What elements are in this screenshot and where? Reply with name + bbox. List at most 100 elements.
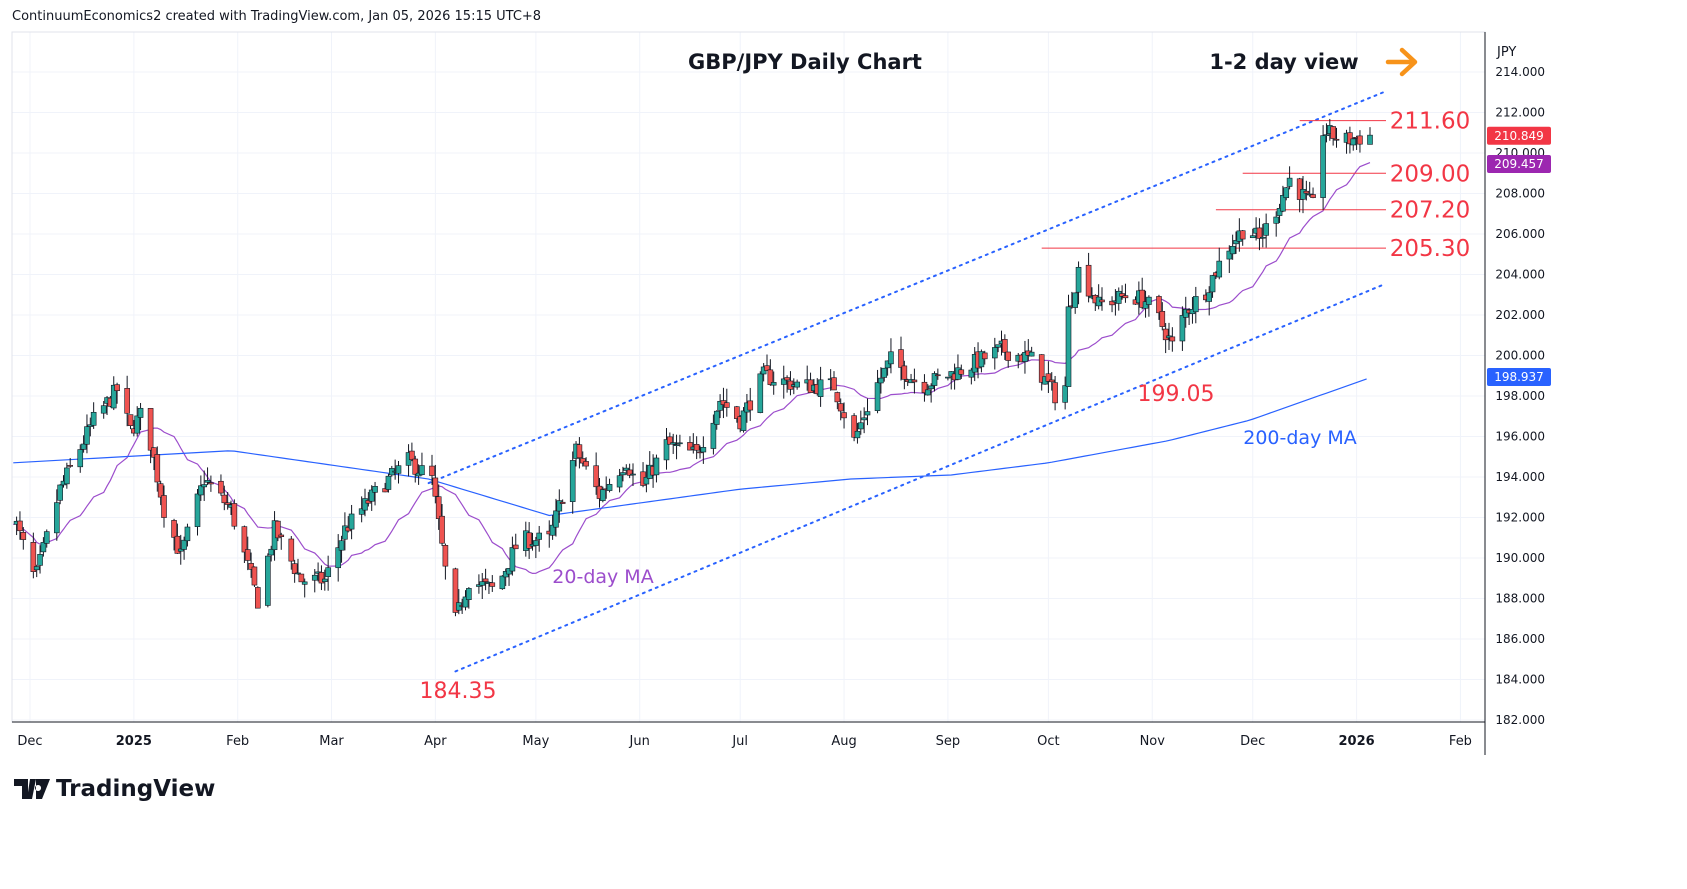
price-badge bbox=[1487, 368, 1551, 387]
level-label: 209.00 bbox=[1390, 161, 1470, 187]
candle-body bbox=[569, 460, 576, 502]
candle-body bbox=[1263, 223, 1269, 236]
candle-body bbox=[244, 549, 251, 561]
price-badge-label: 209.457 bbox=[1494, 157, 1544, 171]
candle-body bbox=[110, 384, 117, 409]
candle-body bbox=[67, 465, 73, 467]
candle-body bbox=[1002, 339, 1008, 353]
candle-body bbox=[1286, 177, 1293, 187]
candle-body bbox=[710, 422, 717, 449]
candle-body bbox=[981, 352, 988, 360]
candle-body bbox=[874, 382, 881, 411]
candle-body bbox=[549, 524, 556, 536]
candle-body bbox=[643, 476, 650, 485]
candle-body bbox=[362, 498, 368, 511]
candle-body bbox=[20, 532, 27, 540]
level-label: 205.30 bbox=[1390, 236, 1470, 262]
price-tick-label: 184.000 bbox=[1495, 673, 1545, 687]
price-tick-label: 192.000 bbox=[1495, 511, 1545, 525]
chart-credit: ContinuumEconomics2 created with Trading… bbox=[12, 9, 542, 24]
arrow-right-icon bbox=[1385, 47, 1418, 77]
brand-name: TradingView bbox=[56, 776, 216, 802]
candle-body bbox=[100, 405, 107, 414]
tradingview-logo[interactable]: TradingView bbox=[14, 776, 215, 802]
candle-body bbox=[509, 547, 516, 572]
candle-body bbox=[137, 407, 144, 418]
time-tick-label: Feb bbox=[226, 734, 249, 749]
time-tick-label: Sep bbox=[936, 734, 961, 749]
candle-body bbox=[1193, 296, 1199, 313]
candle-body bbox=[1367, 134, 1373, 145]
level-label: 207.20 bbox=[1390, 198, 1470, 224]
candle-body bbox=[911, 379, 918, 383]
time-tick-label: Feb bbox=[1449, 734, 1472, 749]
channel-upper-line bbox=[427, 91, 1385, 485]
price-tick-label: 206.000 bbox=[1495, 227, 1545, 241]
candle-body bbox=[1216, 260, 1223, 278]
candle-body bbox=[764, 365, 770, 371]
candle-body bbox=[1169, 336, 1176, 342]
candle-body bbox=[991, 347, 998, 359]
candle-body bbox=[385, 475, 392, 490]
time-tick-label: May bbox=[522, 734, 549, 749]
candle-body bbox=[231, 503, 238, 527]
candle-body bbox=[171, 520, 177, 538]
chart-subtitle: 1-2 day view bbox=[1209, 50, 1358, 74]
candle-body bbox=[127, 414, 134, 426]
candle-body bbox=[154, 454, 161, 483]
time-tick-label: Apr bbox=[424, 734, 447, 749]
time-tick-label: Aug bbox=[831, 734, 856, 749]
candle-body bbox=[204, 480, 211, 483]
price-tick-label: 212.000 bbox=[1495, 106, 1545, 120]
candle-body bbox=[723, 402, 730, 408]
candle-body bbox=[30, 542, 37, 572]
candle-body bbox=[579, 458, 586, 464]
candle-body bbox=[147, 408, 154, 451]
candle-body bbox=[935, 374, 941, 377]
candle-body bbox=[452, 568, 459, 613]
time-tick-label: Nov bbox=[1140, 734, 1166, 749]
candle-body bbox=[466, 588, 472, 601]
candle-body bbox=[251, 566, 258, 586]
candle-body bbox=[780, 378, 787, 385]
candle-body bbox=[1115, 290, 1122, 304]
candle-body bbox=[275, 520, 281, 539]
candle-body bbox=[365, 500, 372, 504]
candle-body bbox=[861, 417, 867, 421]
candle-body bbox=[1038, 354, 1045, 383]
price-badge bbox=[1487, 154, 1551, 173]
candle-body bbox=[1119, 293, 1125, 297]
tradingview-logo-icon bbox=[14, 779, 50, 799]
candle-body bbox=[429, 465, 435, 476]
candle-body bbox=[623, 467, 630, 471]
candle-body bbox=[43, 531, 50, 544]
candle-body bbox=[255, 587, 261, 609]
price-tick-label: 182.000 bbox=[1495, 713, 1545, 727]
candle-body bbox=[512, 544, 519, 550]
candle-body bbox=[338, 540, 345, 551]
grid bbox=[12, 32, 1485, 722]
candle-body bbox=[556, 500, 563, 512]
candle-body bbox=[1273, 216, 1279, 224]
candle-body bbox=[526, 532, 532, 549]
candle-body bbox=[898, 349, 904, 368]
candle-body bbox=[1179, 315, 1186, 342]
candle-body bbox=[700, 447, 707, 453]
chart[interactable]: 211.60 209.00 207.20 205.30 214.000 212.000 21… bbox=[0, 0, 1687, 770]
candle-body bbox=[1162, 328, 1169, 341]
candle-body bbox=[435, 496, 442, 520]
candle-body bbox=[1048, 379, 1055, 383]
candle-body bbox=[64, 467, 70, 485]
candle-body bbox=[794, 381, 800, 388]
candle-body bbox=[224, 502, 231, 505]
ma20-label: 20-day MA bbox=[552, 566, 653, 588]
candle-body bbox=[1182, 309, 1189, 318]
candle-body bbox=[311, 574, 318, 581]
candle-body bbox=[734, 406, 740, 419]
candle-body bbox=[687, 442, 693, 451]
candle-body bbox=[1065, 306, 1072, 387]
candle-body bbox=[533, 540, 539, 546]
candle-body bbox=[318, 572, 325, 584]
candle-body bbox=[442, 545, 449, 567]
candle-body bbox=[593, 465, 599, 488]
